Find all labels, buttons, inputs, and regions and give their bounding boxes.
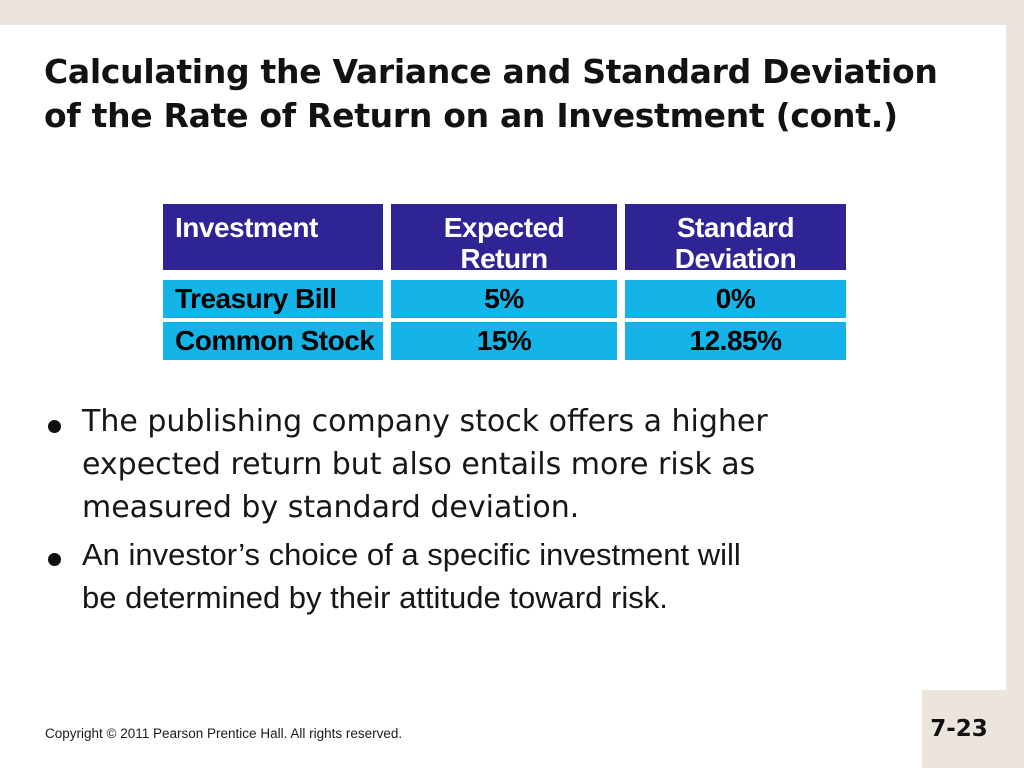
bullet-item-risk-return: The publishing company stock offers a hi… [45,400,975,529]
bullet-icon [48,420,61,433]
bullet-text-line: be determined by their attitude toward r… [82,580,668,615]
table-row-treasury-bill: Treasury Bill 5% 0% [163,280,846,318]
bullet-list: The publishing company stock offers a hi… [45,400,975,619]
slide-title-line-1: Calculating the Variance and Standard De… [44,52,938,91]
bullet-text-line: The publishing company stock offers a hi… [82,404,768,439]
bullet-text-line: measured by standard deviation. [82,490,580,525]
table-header-standard-deviation: Standard Deviation [625,204,846,274]
table-header-expected-return: Expected Return [391,204,617,274]
copyright-text: Copyright © 2011 Pearson Prentice Hall. … [45,726,403,741]
table-cell-expected-return: 15% [391,322,617,360]
page-number-badge: 7-23 [922,690,1024,768]
table-cell-standard-deviation: 0% [625,280,846,318]
table-row-common-stock: Common Stock 15% 12.85% [163,322,846,360]
page-number: 7-23 [930,716,988,742]
right-margin-band [1006,0,1024,768]
table-header-row: Investment Expected Return Standard Devi… [163,204,846,274]
table-cell-investment: Common Stock [163,322,383,360]
table-cell-standard-deviation: 12.85% [625,322,846,360]
slide-title-line-2: of the Rate of Return on an Investment (… [44,96,898,135]
bullet-text-line: An investor’s choice of a specific inves… [82,537,741,572]
table-cell-investment: Treasury Bill [163,280,383,318]
slide-title: Calculating the Variance and Standard De… [44,50,938,138]
table-cell-expected-return: 5% [391,280,617,318]
top-margin-band [0,0,1024,25]
investment-comparison-table: Investment Expected Return Standard Devi… [163,204,846,364]
bullet-item-investor-choice: An investor’s choice of a specific inves… [45,533,975,619]
bullet-text-line: expected return but also entails more ri… [82,447,756,482]
bullet-icon [48,553,61,566]
table-header-investment: Investment [163,204,383,270]
